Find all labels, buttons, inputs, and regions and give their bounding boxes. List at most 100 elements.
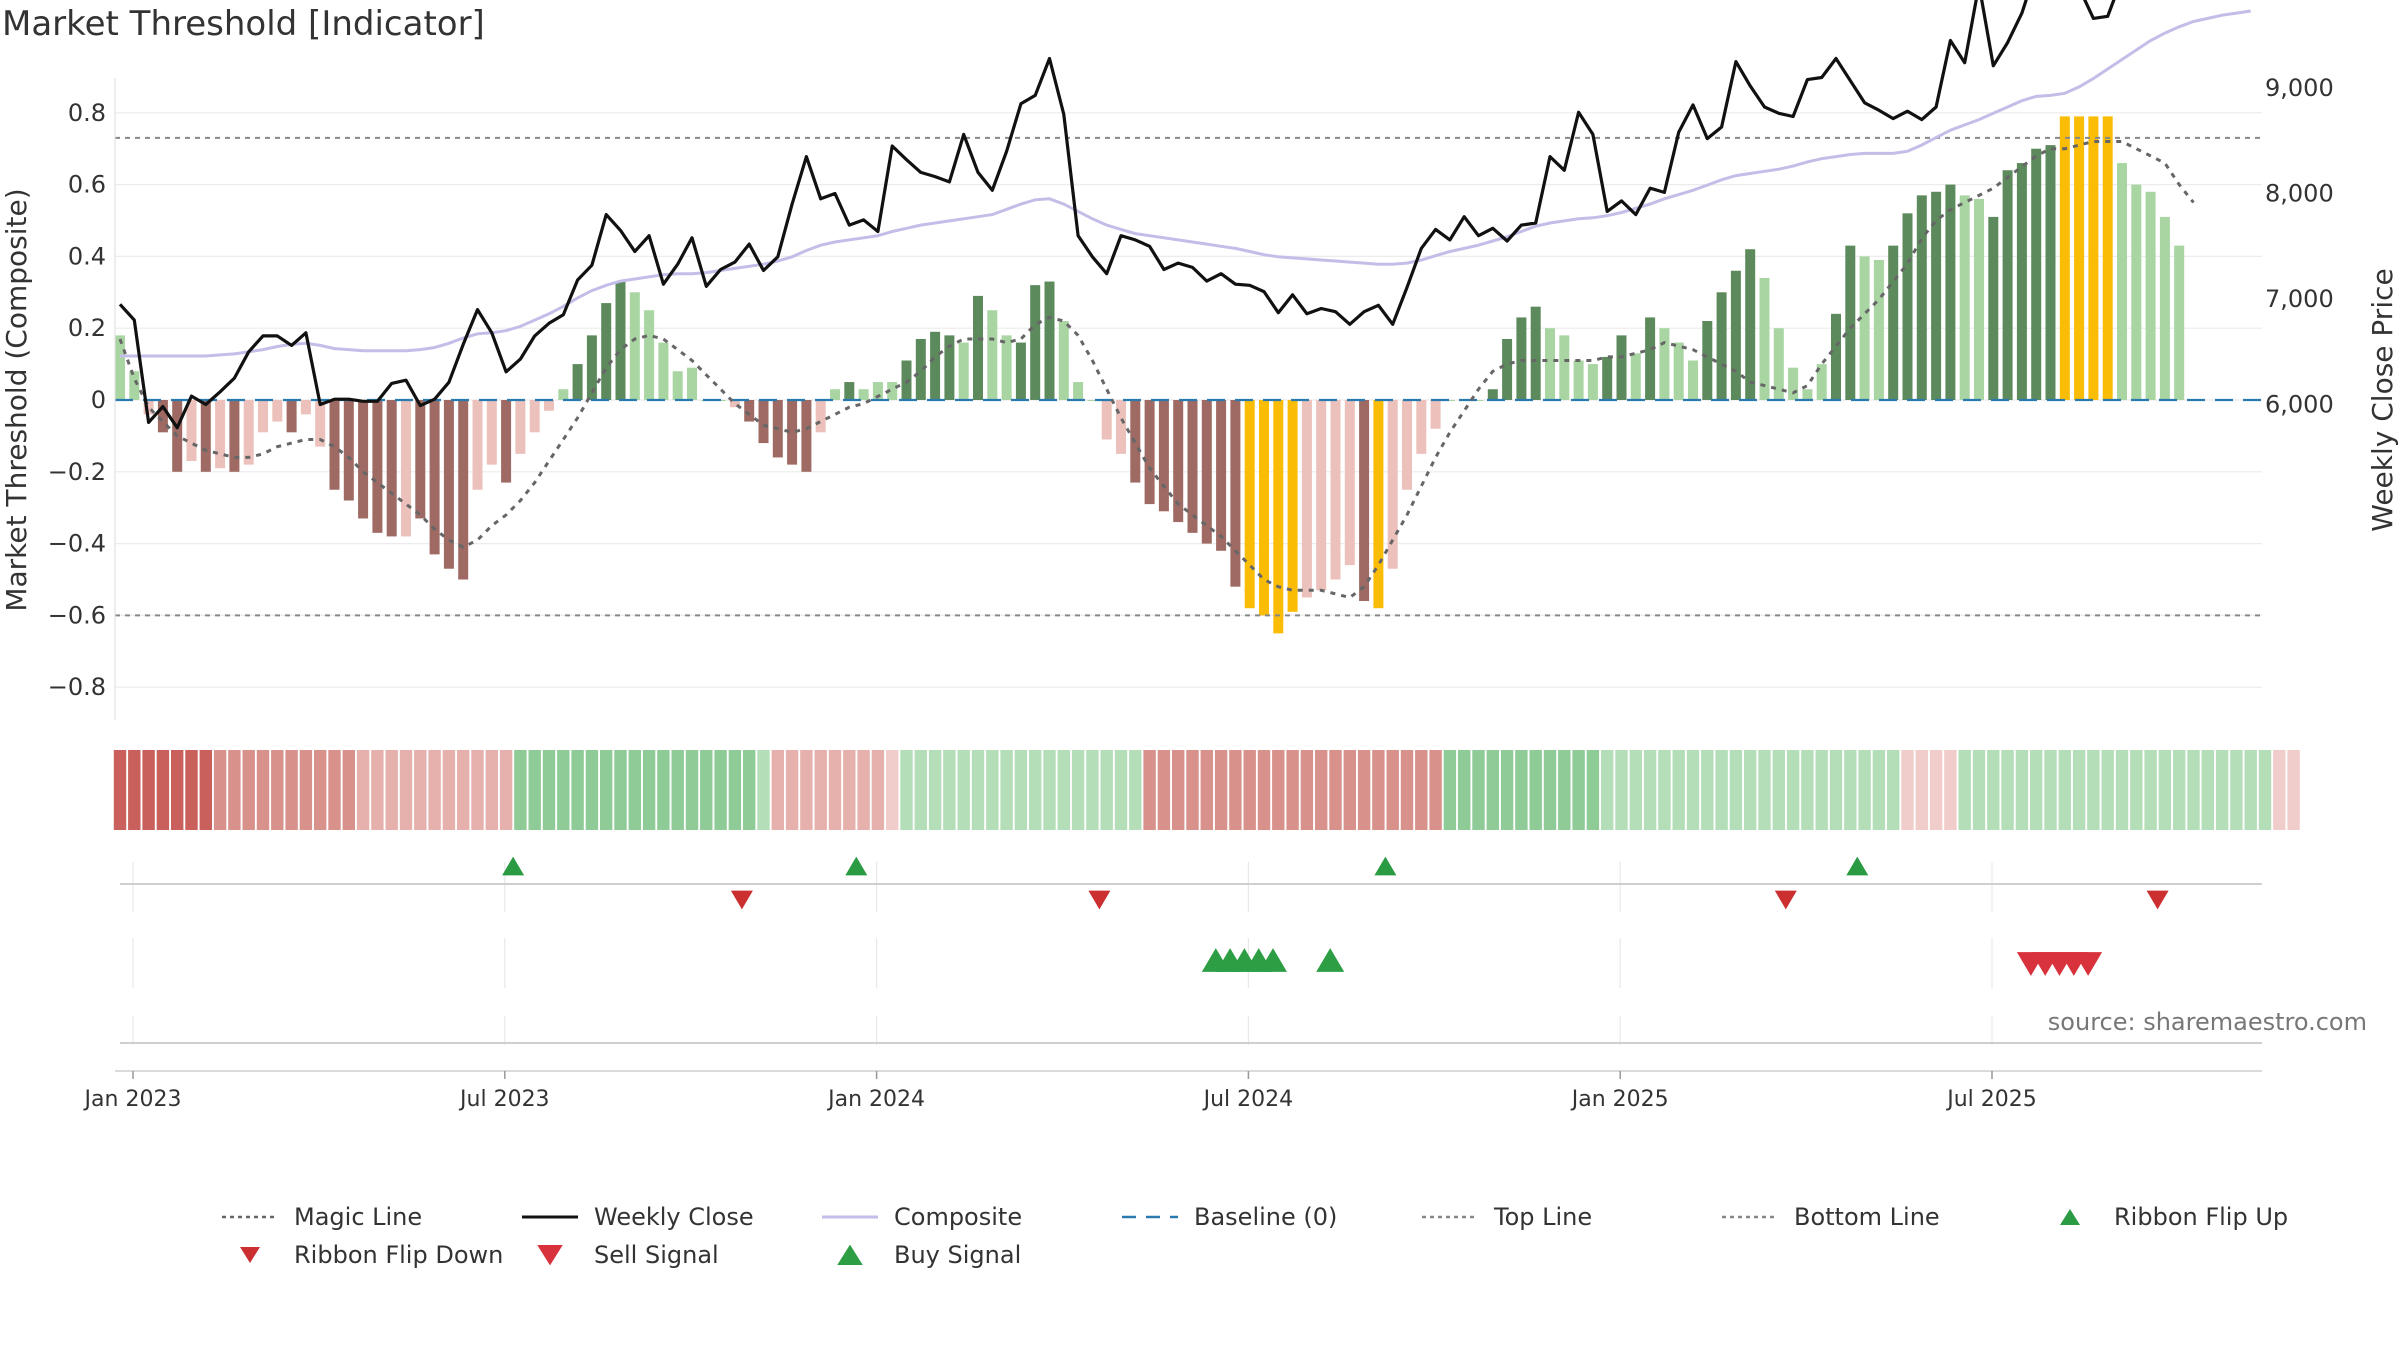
threshold-bar xyxy=(429,400,440,555)
legend-swatch xyxy=(1722,1215,1778,1219)
threshold-bar xyxy=(1502,338,1513,400)
threshold-bar xyxy=(1916,195,1927,400)
ribbon-cell xyxy=(1558,750,1571,830)
threshold-bar xyxy=(1144,400,1155,505)
ribbon-cell xyxy=(1601,750,1614,830)
threshold-bar xyxy=(1602,356,1613,400)
y-tick-left: 0.2 xyxy=(68,314,106,342)
ribbon-cell xyxy=(242,750,255,830)
legend-label: Weekly Close xyxy=(594,1203,754,1231)
ribbon-cell xyxy=(142,750,155,830)
threshold-bar xyxy=(2002,170,2013,400)
ribbon-cell xyxy=(1200,750,1213,830)
threshold-bar xyxy=(186,400,197,462)
legend-swatch-mark xyxy=(2060,1209,2080,1225)
legend-swatch-mark xyxy=(537,1245,563,1265)
signal-markers xyxy=(120,856,2262,1045)
ribbon-cell xyxy=(928,750,942,830)
ribbon-cell xyxy=(571,750,584,830)
ribbon-cell xyxy=(1815,750,1828,830)
ribbon-cell xyxy=(1357,750,1371,830)
y-tick-left: 0.4 xyxy=(68,242,106,270)
ribbon-cell xyxy=(385,750,398,830)
threshold-bar xyxy=(2016,163,2027,400)
ribbon-cell xyxy=(2201,750,2214,830)
threshold-bar xyxy=(787,400,798,465)
ribbon-cell xyxy=(1286,750,1299,830)
ribbon-cell xyxy=(600,750,613,830)
ribbon-cell xyxy=(2230,750,2243,830)
series-lines xyxy=(115,0,2262,617)
threshold-bar xyxy=(1816,364,1827,400)
threshold-bar xyxy=(629,292,640,400)
threshold-bar xyxy=(501,400,512,483)
legend-item: Bottom Line xyxy=(1720,1203,2040,1231)
ribbon-cell xyxy=(943,750,956,830)
threshold-bar xyxy=(1073,382,1084,400)
ribbon-cell xyxy=(1658,750,1671,830)
ribbon-cell xyxy=(814,750,827,830)
x-axis: Jan 2023 Jul 2023 Jan 2024 Jul 2024 Jan 2025… xyxy=(83,1070,2262,1112)
x-tick-label: Jul 2024 xyxy=(1202,1087,1294,1112)
ribbon-cell xyxy=(900,750,913,830)
threshold-bar xyxy=(644,310,655,400)
threshold-bar xyxy=(1959,195,1970,400)
ribbon-cell xyxy=(514,750,527,830)
ribbon-cell xyxy=(1786,750,1800,830)
threshold-bar xyxy=(443,400,454,569)
threshold-bar xyxy=(558,389,569,400)
ribbon-cell xyxy=(1172,750,1185,830)
threshold-bar xyxy=(1831,313,1841,400)
threshold-bar xyxy=(1873,259,1884,400)
threshold-bar xyxy=(2031,148,2042,400)
threshold-bar xyxy=(1530,306,1541,400)
ribbon-cell xyxy=(657,750,670,830)
legend-label: Composite xyxy=(894,1203,1023,1231)
legend-label: Magic Line xyxy=(294,1203,423,1231)
threshold-bar xyxy=(343,400,354,501)
threshold-bar xyxy=(944,335,955,400)
threshold-bar xyxy=(1058,321,1069,400)
ribbon-cell xyxy=(828,750,842,830)
legend-swatch xyxy=(222,1215,278,1219)
ribbon-cell xyxy=(971,750,985,830)
ribbon-cell xyxy=(1129,750,1142,830)
ribbon-cell xyxy=(1887,750,1900,830)
ribbon-cell xyxy=(1744,750,1757,830)
threshold-bar xyxy=(472,400,483,490)
ribbon-cell xyxy=(1515,750,1528,830)
threshold-bar xyxy=(1845,245,1856,400)
legend-label: Bottom Line xyxy=(1794,1203,1940,1231)
ribbon-cell xyxy=(185,750,198,830)
chart-title: Market Threshold [Indicator] xyxy=(2,4,485,44)
threshold-bar xyxy=(200,400,211,472)
ribbon-cell xyxy=(728,750,742,830)
ribbon-cell xyxy=(857,750,870,830)
threshold-bar xyxy=(1902,213,1913,400)
ribbon-cell xyxy=(299,750,313,830)
ribbon-cell xyxy=(285,750,298,830)
y-tick-right: 7,000 xyxy=(2265,285,2334,313)
threshold-bar xyxy=(2059,116,2070,400)
legend-swatch xyxy=(240,1247,260,1263)
ribbon-cell xyxy=(1987,750,2000,830)
ribbon-cell xyxy=(371,750,384,830)
threshold-bar xyxy=(458,400,469,580)
ribbon-cell xyxy=(1386,750,1399,830)
ribbon-cell xyxy=(457,750,470,830)
legend-swatch xyxy=(837,1245,863,1265)
y-tick-right: 6,000 xyxy=(2265,391,2334,419)
threshold-bar xyxy=(1287,400,1298,612)
threshold-bar xyxy=(1402,400,1412,490)
ribbon-cell xyxy=(1329,750,1342,830)
threshold-bar xyxy=(1587,364,1598,400)
ribbon-cell xyxy=(471,750,484,830)
ribbon-cell xyxy=(2130,750,2143,830)
ribbon-cell xyxy=(757,750,770,830)
threshold-bar xyxy=(744,400,755,422)
ribbon-cell xyxy=(528,750,541,830)
threshold-bar xyxy=(1030,285,1041,400)
threshold-bar xyxy=(2102,116,2113,400)
ribbon-cell xyxy=(2001,750,2014,830)
ribbon-cell xyxy=(2015,750,2029,830)
